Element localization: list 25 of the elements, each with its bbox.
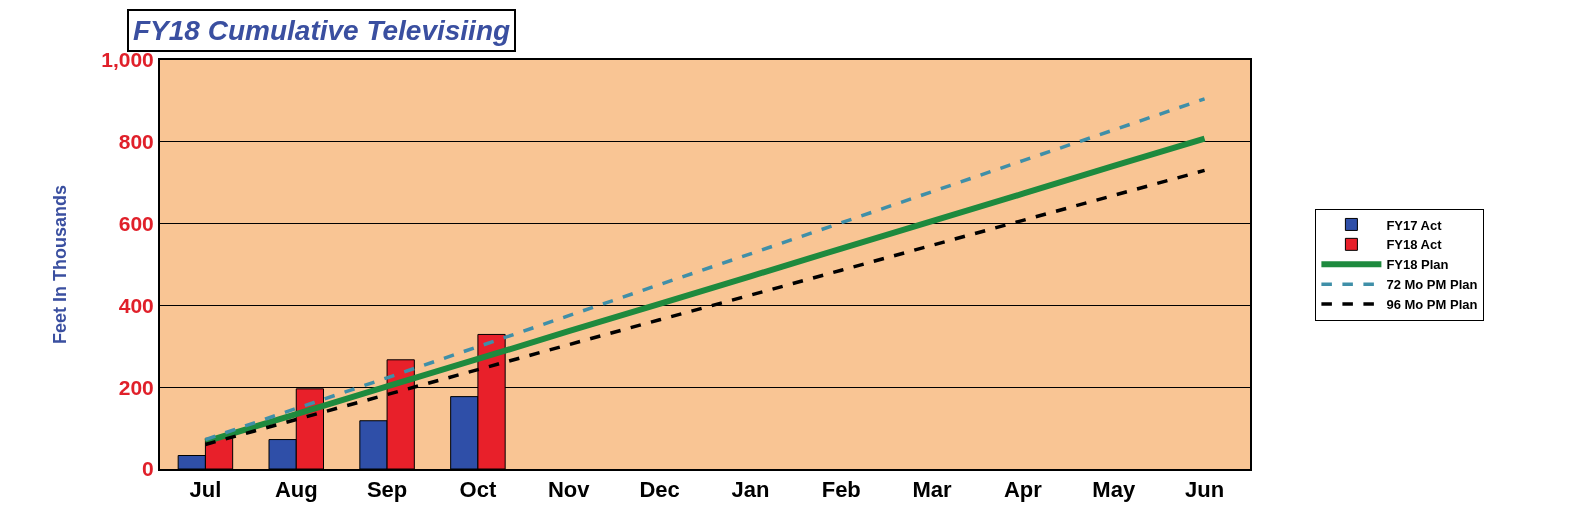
y-tick-label: 200	[118, 375, 154, 399]
x-tick-label: Dec	[639, 477, 680, 503]
x-tick-label: Nov	[547, 477, 591, 503]
legend-label: 72 Mo PM Plan	[1386, 277, 1478, 293]
chart-title: FY18 Cumulative Televisiing	[133, 15, 511, 46]
x-tick-label: Mar	[912, 477, 953, 503]
legend-label: FY18 Act	[1386, 237, 1443, 253]
y-tick-label: 800	[118, 130, 154, 154]
x-tick-label: Jun	[1185, 477, 1225, 503]
y-axis-title: Feet In Thousands	[49, 184, 70, 345]
legend-label: FY17 Act	[1386, 217, 1443, 233]
x-tick-label: Sep	[366, 477, 408, 503]
x-tick-label: Feb	[821, 477, 861, 503]
y-tick-label: 0	[142, 457, 154, 481]
legend-label: 96 Mo PM Plan	[1386, 297, 1478, 313]
y-tick-label: 1,000	[101, 48, 154, 72]
x-tick-label: Aug	[274, 477, 318, 503]
x-tick-label: Oct	[459, 477, 497, 503]
x-tick-label: Apr	[1003, 477, 1043, 503]
y-tick-label: 400	[118, 293, 154, 317]
x-tick-label: Jul	[189, 477, 222, 503]
y-tick-label: 600	[118, 211, 154, 235]
legend-label: FY18 Plan	[1386, 257, 1449, 273]
x-tick-label: May	[1092, 477, 1136, 503]
x-tick-label: Jan	[731, 477, 770, 503]
